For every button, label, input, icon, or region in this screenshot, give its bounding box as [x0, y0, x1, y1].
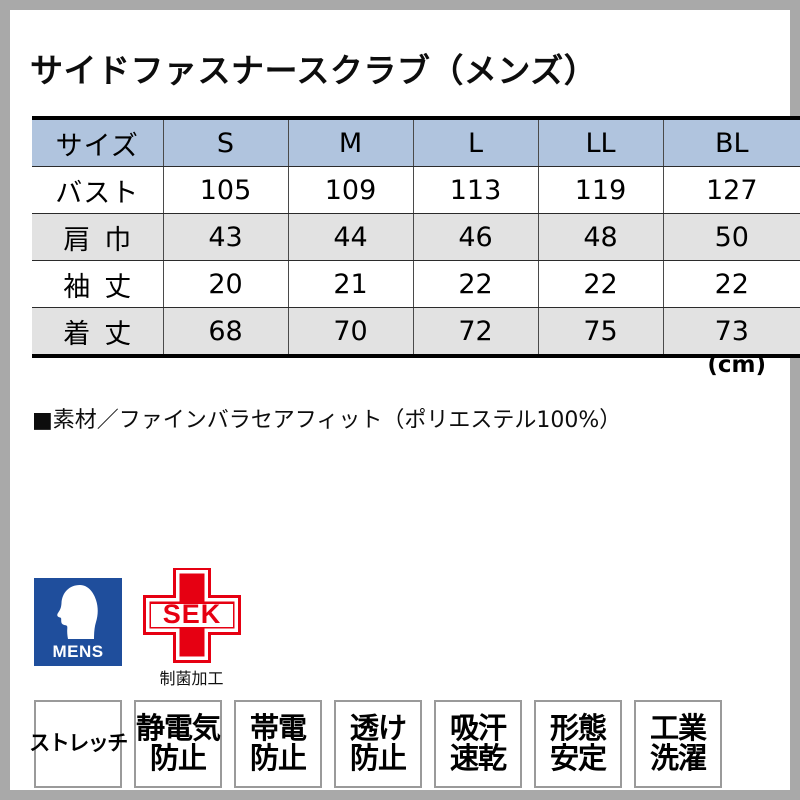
- mens-badge-label: MENS: [52, 642, 104, 661]
- table-row: 着丈 68 70 72 75 73: [32, 307, 800, 358]
- feature-badge-antisheer-line1: 透け: [349, 711, 407, 746]
- cell-length-bl: 73: [662, 307, 800, 358]
- cell-length-ll: 75: [537, 307, 664, 358]
- cell-sleeve-m: 21: [287, 260, 414, 308]
- row-label-shoulder: 肩巾: [32, 213, 164, 261]
- svg-text:SEK: SEK: [162, 599, 221, 629]
- column-header-l: L: [412, 116, 539, 167]
- feature-badge-quickdry: 吸汗 速乾: [434, 700, 522, 788]
- table-row: バスト 105 109 113 119 127: [32, 166, 800, 214]
- cell-shoulder-ll: 48: [537, 213, 664, 261]
- material-note: ■素材／ファインバラセアフィット（ポリエステル100%）: [32, 408, 622, 433]
- feature-badge-anticharge-line2: 防止: [249, 741, 307, 775]
- row-label-length-text: 着丈: [63, 318, 146, 350]
- row-label-length: 着丈: [32, 307, 164, 358]
- feature-badge-industrialwash-line1: 工業: [649, 711, 707, 746]
- table-header-row: サイズ S M L LL BL: [32, 116, 800, 167]
- unit-note: (cm): [707, 352, 766, 378]
- feature-badge-industrialwash: 工業 洗濯: [634, 700, 722, 788]
- feature-badge-industrialwash-line2: 洗濯: [649, 741, 707, 775]
- feature-badge-shaperetention-line1: 形態: [549, 711, 607, 746]
- column-header-s: S: [162, 116, 289, 167]
- sek-caption: 制菌加工: [159, 669, 224, 688]
- cell-shoulder-bl: 50: [662, 213, 800, 261]
- feature-badge-antisheer: 透け 防止: [334, 700, 422, 788]
- sek-cross-icon: SEK: [142, 568, 241, 663]
- feature-badge-quickdry-line1: 吸汗: [449, 711, 507, 746]
- cell-sleeve-s: 20: [162, 260, 289, 308]
- male-profile-icon: [57, 585, 98, 639]
- cell-sleeve-l: 22: [412, 260, 539, 308]
- cell-length-m: 70: [287, 307, 414, 358]
- cell-bust-l: 113: [412, 166, 539, 214]
- cell-bust-s: 105: [162, 166, 289, 214]
- column-header-size-label: サイズ: [32, 116, 164, 167]
- row-label-shoulder-text: 肩巾: [63, 224, 146, 256]
- column-header-ll: LL: [537, 116, 664, 167]
- feature-badge-stretch: ストレッチ: [29, 700, 128, 788]
- table-row: 袖丈 20 21 22 22 22: [32, 260, 800, 308]
- row-label-sleeve-text: 袖丈: [63, 271, 146, 303]
- row-label-bust: バスト: [32, 166, 164, 214]
- feature-badge-antistatic: 静電気 防止: [134, 700, 222, 788]
- cell-length-l: 72: [412, 307, 539, 358]
- feature-badge-antistatic-line1: 静電気: [136, 711, 221, 746]
- feature-badge-anticharge-line1: 帯電: [249, 711, 307, 746]
- feature-badge-antistatic-line2: 防止: [149, 741, 207, 775]
- cell-sleeve-bl: 22: [662, 260, 800, 308]
- feature-badge-antisheer-line2: 防止: [349, 741, 407, 775]
- cell-length-s: 68: [162, 307, 289, 358]
- cell-bust-ll: 119: [537, 166, 664, 214]
- size-chart-table: サイズ S M L LL BL バスト 105 109 113 119 127 …: [32, 116, 800, 358]
- page-title: サイドファスナースクラブ（メンズ）: [30, 51, 598, 90]
- cell-shoulder-l: 46: [412, 213, 539, 261]
- sek-logo-group: SEK 制菌加工: [139, 568, 244, 689]
- feature-badge-shaperetention: 形態 安定: [534, 700, 622, 788]
- feature-badge-stretch-line1: ストレッチ: [29, 731, 128, 756]
- cell-shoulder-s: 43: [162, 213, 289, 261]
- table-row: 肩巾 43 44 46 48 50: [32, 213, 800, 261]
- product-spec-sheet: サイドファスナースクラブ（メンズ） サイズ S M L LL BL バスト 10…: [10, 10, 800, 790]
- feature-badge-shaperetention-line2: 安定: [549, 741, 607, 775]
- column-header-m: M: [287, 116, 414, 167]
- cell-shoulder-m: 44: [287, 213, 414, 261]
- column-header-bl: BL: [662, 116, 800, 167]
- feature-badge-anticharge: 帯電 防止: [234, 700, 322, 788]
- cell-bust-m: 109: [287, 166, 414, 214]
- mens-badge: MENS: [34, 578, 122, 666]
- feature-badge-row: ストレッチ 静電気 防止 帯電 防止 透け 防止 吸汗 速乾 形態 安定 工業 …: [29, 700, 722, 788]
- row-label-sleeve: 袖丈: [32, 260, 164, 308]
- cell-sleeve-ll: 22: [537, 260, 664, 308]
- feature-badge-quickdry-line2: 速乾: [449, 741, 507, 775]
- cell-bust-bl: 127: [662, 166, 800, 214]
